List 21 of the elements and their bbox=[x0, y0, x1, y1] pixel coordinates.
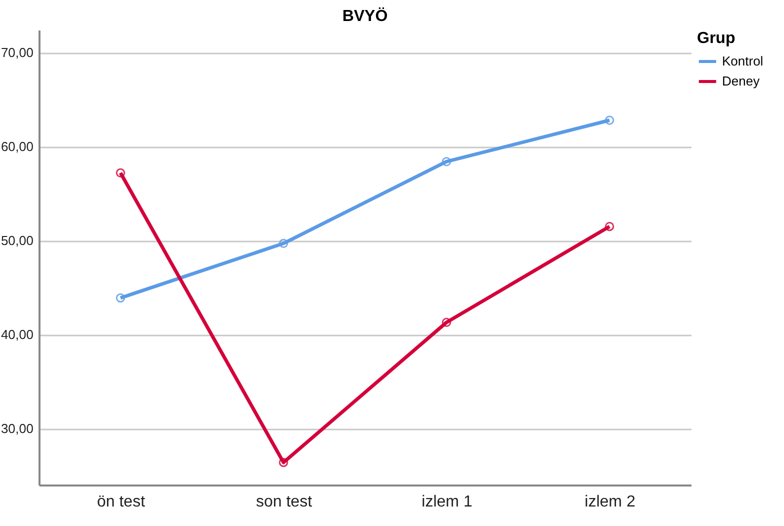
chart-title: BVYÖ bbox=[342, 7, 388, 25]
point bbox=[116, 293, 126, 303]
legend-label: Kontrol bbox=[722, 54, 764, 68]
point bbox=[604, 222, 614, 232]
y-tick-label: 70,00 bbox=[0, 45, 34, 60]
legend-title: Grup bbox=[697, 30, 736, 47]
legend-label: Deney bbox=[722, 74, 760, 88]
point bbox=[604, 116, 614, 125]
y-tick-label: 50,00 bbox=[0, 233, 34, 248]
point bbox=[116, 168, 126, 178]
y-tick-label: 30,00 bbox=[0, 421, 34, 436]
y-tick-label: 40,00 bbox=[0, 327, 34, 342]
y-tick-label: 60,00 bbox=[0, 139, 34, 154]
x-tick-label: izlem 1 bbox=[422, 494, 472, 510]
point bbox=[442, 156, 452, 166]
x-tick-label: son test bbox=[256, 494, 313, 510]
point bbox=[278, 458, 288, 468]
point bbox=[278, 238, 288, 248]
point bbox=[442, 318, 452, 327]
x-tick-label: izlem 2 bbox=[584, 494, 636, 510]
x-tick-label: ön test bbox=[96, 494, 146, 510]
